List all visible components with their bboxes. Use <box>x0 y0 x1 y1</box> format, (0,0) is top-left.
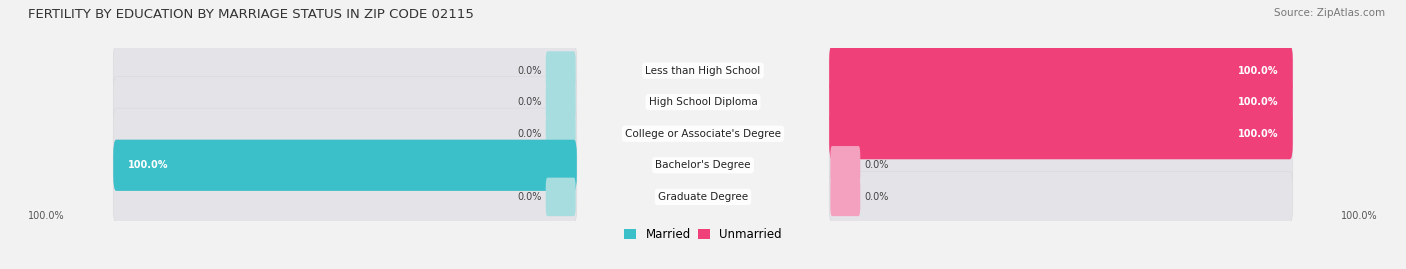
Text: 100.0%: 100.0% <box>1237 129 1278 139</box>
FancyBboxPatch shape <box>114 108 576 159</box>
Text: 0.0%: 0.0% <box>517 192 541 202</box>
FancyBboxPatch shape <box>546 51 575 90</box>
FancyBboxPatch shape <box>831 146 860 185</box>
FancyBboxPatch shape <box>830 77 1292 128</box>
FancyBboxPatch shape <box>830 140 1292 191</box>
Text: High School Diploma: High School Diploma <box>648 97 758 107</box>
Text: 0.0%: 0.0% <box>517 66 541 76</box>
FancyBboxPatch shape <box>830 108 1292 159</box>
Text: Graduate Degree: Graduate Degree <box>658 192 748 202</box>
FancyBboxPatch shape <box>114 140 576 191</box>
Text: 0.0%: 0.0% <box>517 97 541 107</box>
FancyBboxPatch shape <box>831 178 860 216</box>
Text: Bachelor's Degree: Bachelor's Degree <box>655 160 751 170</box>
Text: 0.0%: 0.0% <box>517 129 541 139</box>
FancyBboxPatch shape <box>830 77 1292 128</box>
Text: 100.0%: 100.0% <box>1237 66 1278 76</box>
FancyBboxPatch shape <box>830 171 1292 222</box>
FancyBboxPatch shape <box>114 140 576 191</box>
Text: 100.0%: 100.0% <box>128 160 169 170</box>
Legend: Married, Unmarried: Married, Unmarried <box>620 223 786 246</box>
Text: 0.0%: 0.0% <box>865 160 889 170</box>
FancyBboxPatch shape <box>546 114 575 153</box>
FancyBboxPatch shape <box>546 83 575 121</box>
Text: 0.0%: 0.0% <box>865 192 889 202</box>
Text: 100.0%: 100.0% <box>1341 211 1378 221</box>
FancyBboxPatch shape <box>830 45 1292 96</box>
Text: 100.0%: 100.0% <box>1237 97 1278 107</box>
FancyBboxPatch shape <box>114 45 576 96</box>
FancyBboxPatch shape <box>830 45 1292 96</box>
Text: College or Associate's Degree: College or Associate's Degree <box>626 129 780 139</box>
Text: 100.0%: 100.0% <box>28 211 65 221</box>
FancyBboxPatch shape <box>830 108 1292 159</box>
Text: Less than High School: Less than High School <box>645 66 761 76</box>
Text: Source: ZipAtlas.com: Source: ZipAtlas.com <box>1274 8 1385 18</box>
FancyBboxPatch shape <box>114 171 576 222</box>
FancyBboxPatch shape <box>546 178 575 216</box>
FancyBboxPatch shape <box>114 77 576 128</box>
Text: FERTILITY BY EDUCATION BY MARRIAGE STATUS IN ZIP CODE 02115: FERTILITY BY EDUCATION BY MARRIAGE STATU… <box>28 8 474 21</box>
